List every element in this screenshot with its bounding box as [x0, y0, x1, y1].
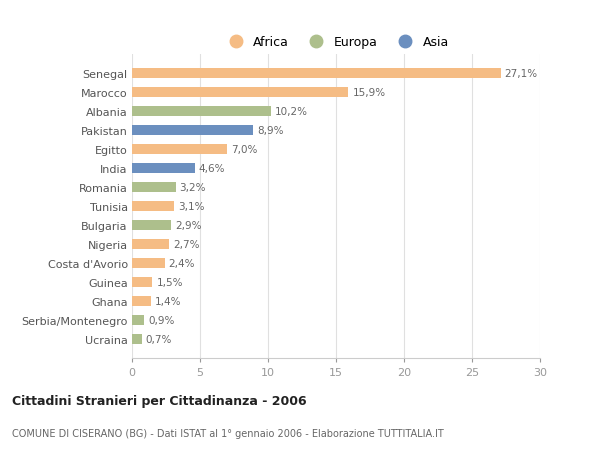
Text: 0,9%: 0,9%: [148, 315, 175, 325]
Text: 1,5%: 1,5%: [157, 277, 183, 287]
Text: 2,4%: 2,4%: [169, 258, 195, 269]
Text: 7,0%: 7,0%: [231, 145, 257, 155]
Text: 3,2%: 3,2%: [179, 183, 206, 193]
Text: 3,1%: 3,1%: [178, 202, 205, 212]
Text: 15,9%: 15,9%: [352, 88, 385, 98]
Bar: [132, 126, 253, 136]
Text: 8,9%: 8,9%: [257, 126, 284, 136]
Text: 10,2%: 10,2%: [275, 107, 308, 117]
Text: 2,9%: 2,9%: [176, 220, 202, 230]
Bar: [132, 296, 151, 307]
Bar: [132, 69, 500, 79]
Bar: [132, 258, 164, 269]
Text: 27,1%: 27,1%: [505, 69, 538, 79]
Text: 0,7%: 0,7%: [146, 334, 172, 344]
Bar: [132, 106, 271, 117]
Bar: [132, 239, 169, 250]
Bar: [132, 163, 194, 174]
Bar: [132, 220, 172, 231]
Text: COMUNE DI CISERANO (BG) - Dati ISTAT al 1° gennaio 2006 - Elaborazione TUTTITALI: COMUNE DI CISERANO (BG) - Dati ISTAT al …: [12, 428, 444, 438]
Text: Cittadini Stranieri per Cittadinanza - 2006: Cittadini Stranieri per Cittadinanza - 2…: [12, 394, 307, 407]
Bar: [132, 315, 144, 325]
Bar: [132, 145, 227, 155]
Text: 2,7%: 2,7%: [173, 240, 199, 249]
Legend: Africa, Europa, Asia: Africa, Europa, Asia: [218, 31, 454, 54]
Bar: [132, 182, 176, 193]
Text: 1,4%: 1,4%: [155, 296, 182, 306]
Bar: [132, 334, 142, 344]
Bar: [132, 88, 348, 98]
Bar: [132, 202, 174, 212]
Bar: [132, 277, 152, 287]
Text: 4,6%: 4,6%: [199, 164, 225, 174]
